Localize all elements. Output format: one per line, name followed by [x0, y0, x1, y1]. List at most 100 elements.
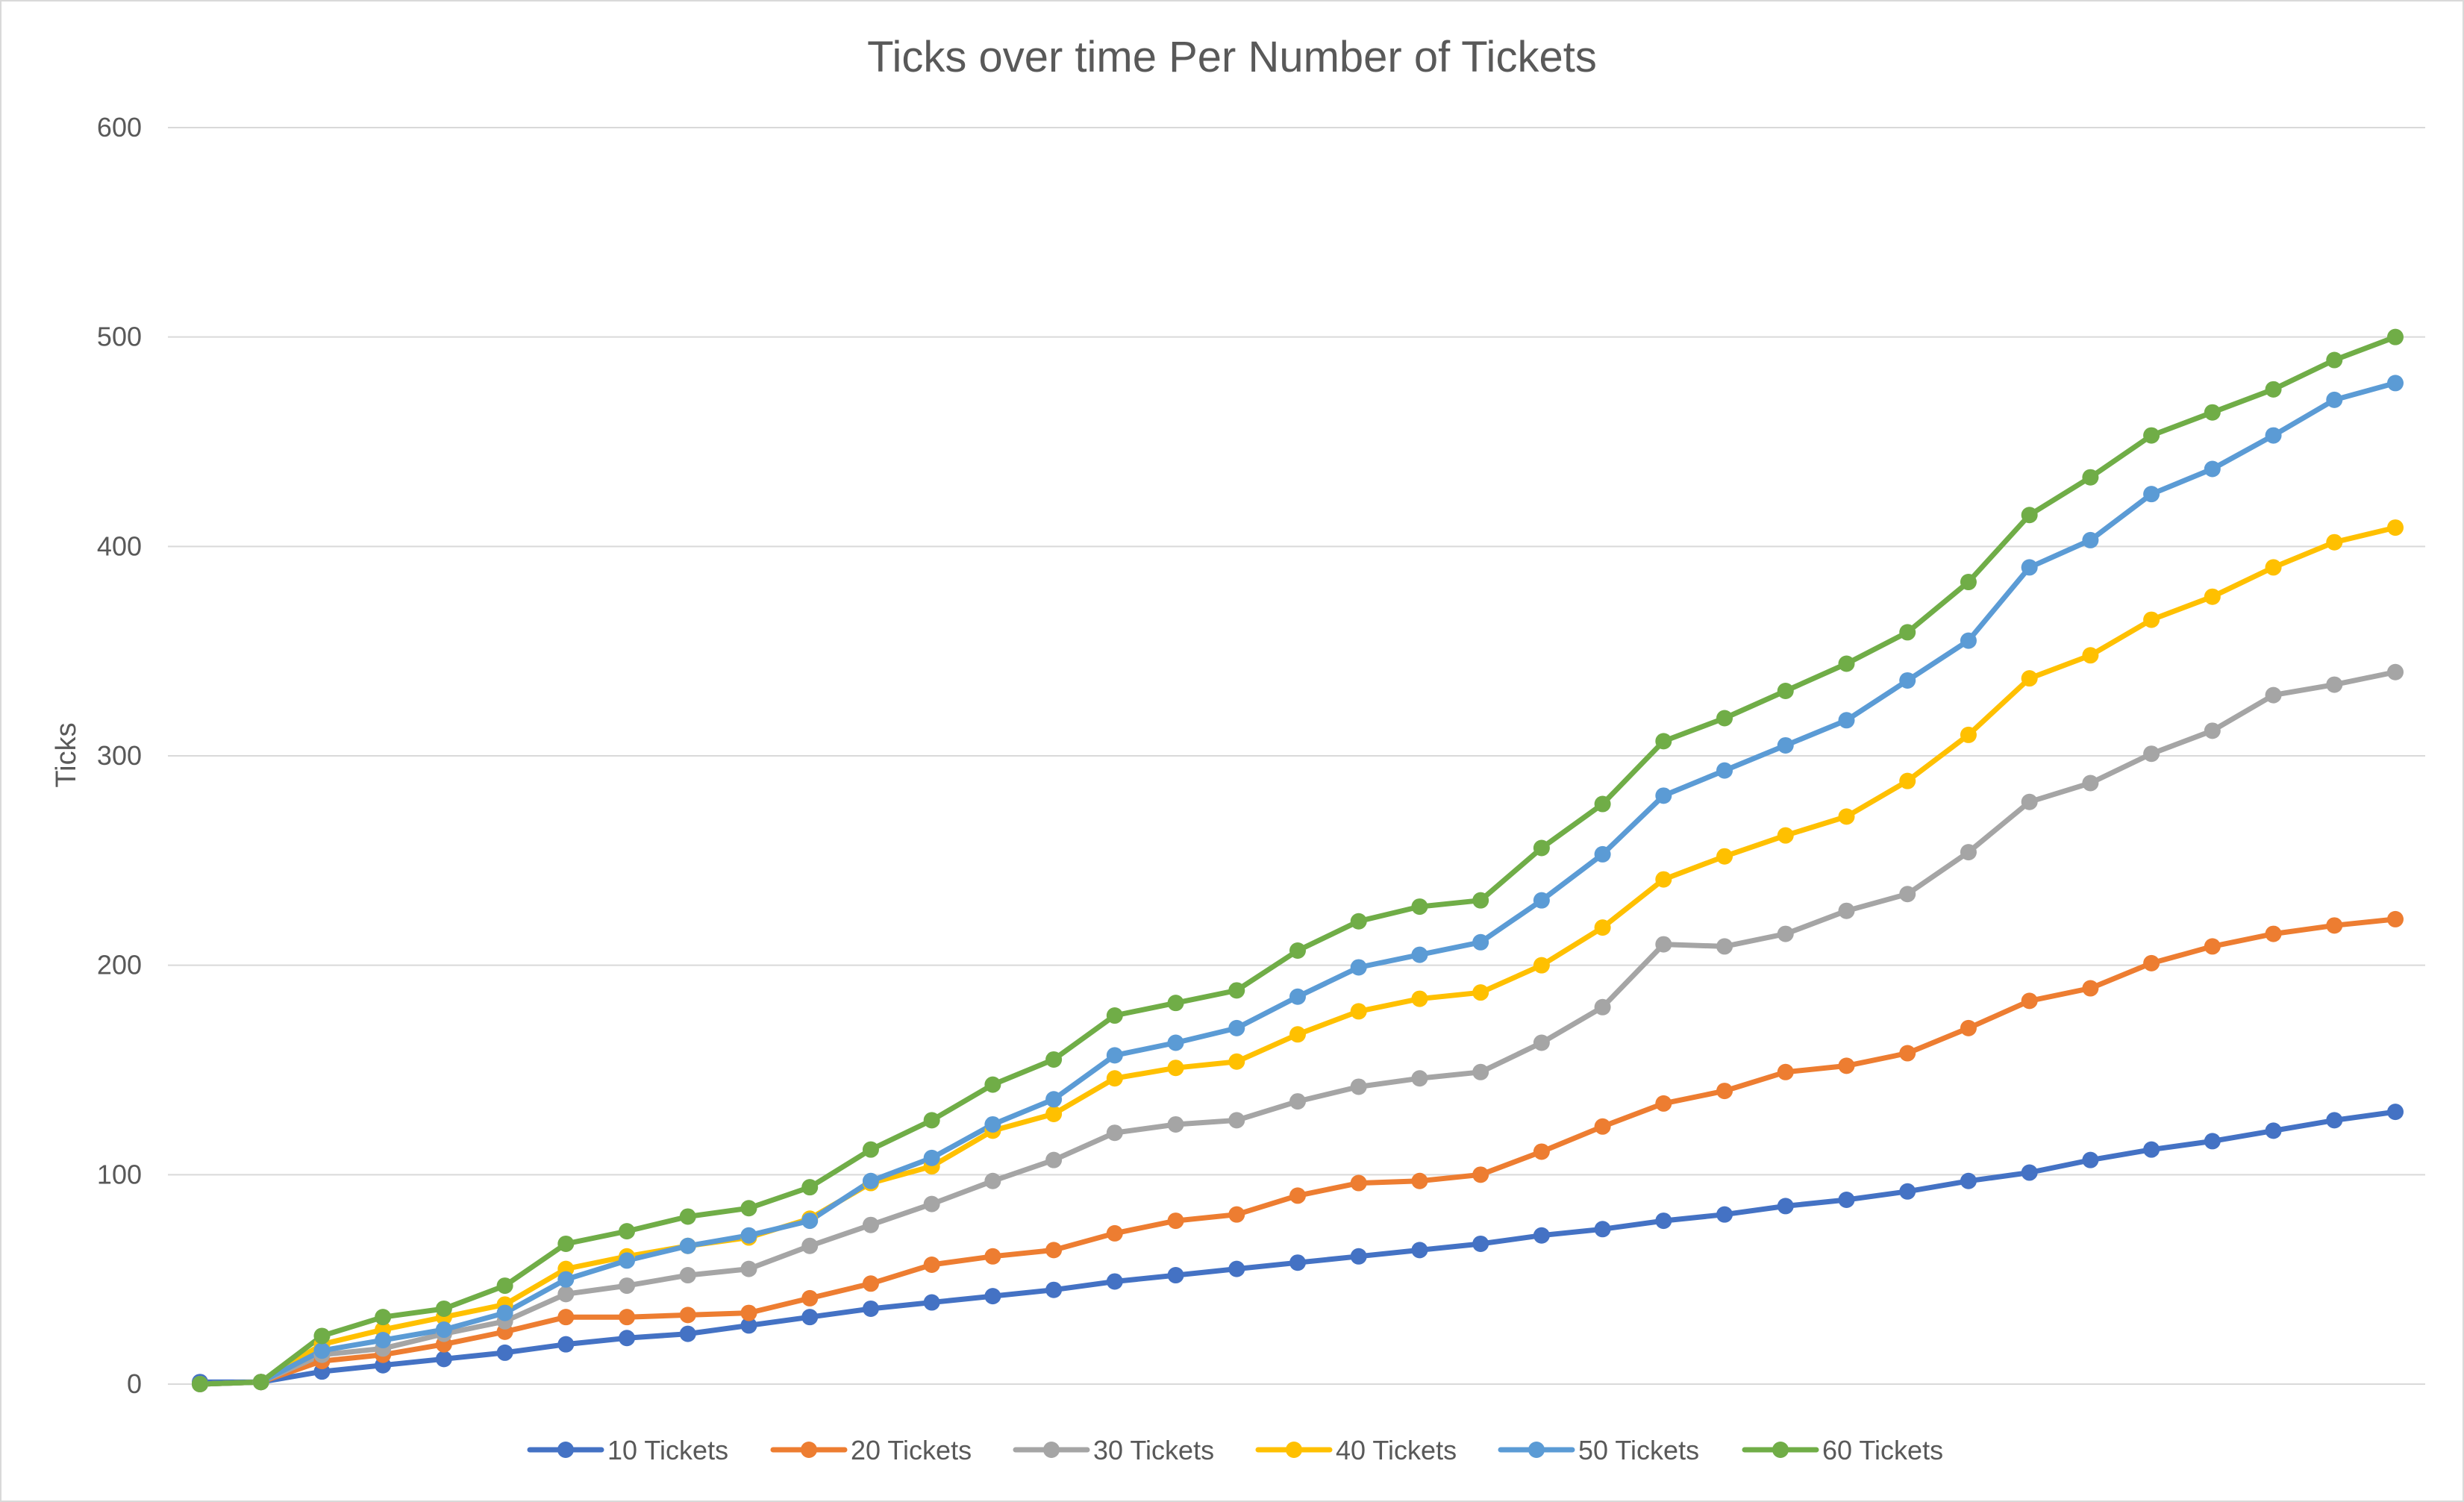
series-markers-4	[192, 375, 2404, 1392]
data-point	[557, 1309, 575, 1326]
data-point	[923, 1149, 940, 1166]
data-point	[2204, 404, 2221, 421]
data-point	[1045, 1091, 1063, 1108]
data-point	[1106, 1047, 1123, 1064]
data-point	[2082, 980, 2099, 997]
data-point	[1655, 936, 1672, 953]
data-point	[1411, 1070, 1428, 1087]
data-point	[1655, 871, 1672, 888]
data-point	[2021, 1164, 2038, 1181]
data-point	[1716, 1206, 1733, 1223]
data-point	[862, 1141, 879, 1158]
data-point	[557, 1286, 575, 1303]
data-point	[1838, 1057, 1855, 1074]
data-point	[1167, 1060, 1184, 1077]
data-point	[1350, 1248, 1367, 1265]
data-point	[1899, 772, 1916, 789]
data-point	[2204, 1133, 2221, 1150]
data-point	[1411, 990, 1428, 1007]
data-point	[2265, 381, 2282, 398]
data-point	[923, 1195, 940, 1212]
data-point	[923, 1257, 940, 1274]
data-point	[1838, 808, 1855, 825]
data-point	[679, 1208, 696, 1225]
data-point	[740, 1317, 757, 1334]
data-point	[1350, 1003, 1367, 1020]
data-point	[1594, 1118, 1611, 1135]
data-point	[557, 1271, 575, 1288]
data-point	[1350, 959, 1367, 976]
data-point	[2204, 460, 2221, 478]
data-point	[557, 1336, 575, 1353]
data-point	[1533, 1143, 1550, 1160]
data-point	[1960, 632, 1977, 649]
data-point	[1533, 839, 1550, 857]
data-point	[2021, 559, 2038, 576]
data-point	[1838, 902, 1855, 919]
data-point	[435, 1321, 452, 1339]
data-point	[1106, 1070, 1123, 1087]
data-point	[2387, 910, 2404, 927]
data-point	[1777, 827, 1794, 844]
data-point	[2204, 722, 2221, 739]
data-point	[1899, 886, 1916, 903]
data-point	[1899, 624, 1916, 641]
data-point	[1472, 1166, 1489, 1183]
data-point	[1838, 655, 1855, 672]
data-point	[1228, 1112, 1245, 1129]
y-tick-label: 600	[97, 112, 142, 143]
data-point	[2387, 1104, 2404, 1121]
legend-label: 60 Tickets	[1822, 1435, 1943, 1465]
data-point	[1411, 1242, 1428, 1259]
legend-marker	[801, 1442, 817, 1458]
data-point	[1838, 712, 1855, 729]
data-point	[1716, 710, 1733, 727]
data-point	[1045, 1281, 1063, 1298]
data-point	[1777, 682, 1794, 699]
data-point	[496, 1277, 513, 1295]
data-point	[1167, 1034, 1184, 1051]
data-point	[192, 1376, 208, 1392]
data-point	[1106, 1124, 1123, 1142]
data-point	[801, 1179, 819, 1196]
data-point	[2387, 519, 2404, 536]
data-point	[435, 1351, 452, 1368]
data-point	[1960, 574, 1977, 591]
data-point	[1533, 1227, 1550, 1244]
data-point	[375, 1309, 392, 1326]
data-point	[2143, 1141, 2160, 1158]
legend-item: 40 Tickets	[1255, 1435, 1457, 1465]
data-point	[1167, 1267, 1184, 1284]
data-point	[2143, 486, 2160, 503]
data-point	[1045, 1051, 1063, 1068]
data-point	[2082, 469, 2099, 486]
data-point	[1899, 672, 1916, 689]
data-point	[1777, 925, 1794, 942]
data-point	[2326, 533, 2343, 551]
data-point	[1777, 736, 1794, 754]
data-point	[2143, 745, 2160, 763]
data-point	[1411, 898, 1428, 916]
data-point	[313, 1327, 331, 1345]
data-point	[679, 1307, 696, 1324]
data-point	[923, 1294, 940, 1311]
data-point	[1289, 1093, 1306, 1110]
data-point	[1167, 995, 1184, 1012]
legend-item: 10 Tickets	[527, 1435, 728, 1465]
data-point	[1228, 982, 1245, 999]
data-point	[862, 1300, 879, 1317]
data-point	[1716, 762, 1733, 779]
y-tick-label: 500	[97, 322, 142, 352]
data-point	[2326, 1112, 2343, 1129]
data-point	[2082, 775, 2099, 792]
data-point	[1777, 1198, 1794, 1215]
data-point	[1411, 946, 1428, 963]
legend-marker	[1772, 1442, 1789, 1458]
y-tick-label: 100	[97, 1159, 142, 1189]
data-point	[1289, 1026, 1306, 1043]
data-point	[923, 1112, 940, 1129]
legend: 10 Tickets 20 Tickets 30 Tickets 40 Tickets…	[527, 1435, 1943, 1465]
y-tick-label: 200	[97, 950, 142, 980]
